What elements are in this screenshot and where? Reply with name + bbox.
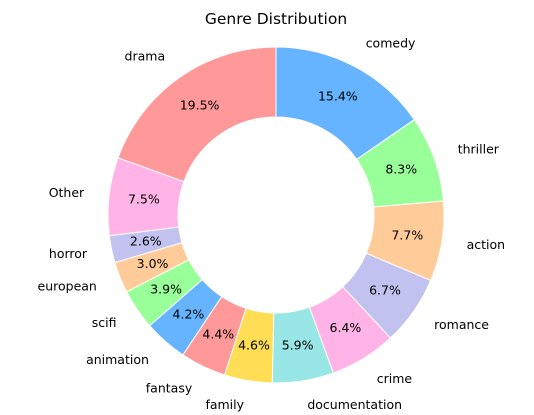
- slice-drama: [117, 46, 277, 183]
- percent-label-crime: 6.4%: [330, 320, 362, 335]
- percent-label-comedy: 15.4%: [318, 89, 358, 104]
- category-label-action: action: [467, 237, 505, 252]
- category-label-other: Other: [49, 185, 85, 200]
- percent-label-scifi: 3.9%: [150, 281, 182, 296]
- percent-label-animation: 4.2%: [173, 307, 205, 322]
- category-label-comedy: comedy: [366, 36, 416, 51]
- category-labels-group: drama Other horror european scifi animation fa…: [38, 36, 506, 412]
- percent-label-family: 4.6%: [238, 338, 270, 353]
- percent-label-action: 7.7%: [391, 227, 423, 242]
- category-label-drama: drama: [125, 49, 166, 64]
- slices-group: [107, 46, 445, 384]
- category-label-family: family: [205, 397, 244, 412]
- percent-label-documentation: 5.9%: [282, 338, 314, 353]
- percent-label-other: 7.5%: [128, 192, 160, 207]
- percent-label-fantasy: 4.4%: [202, 326, 234, 341]
- slice-comedy: [275, 46, 415, 161]
- percent-label-romance: 6.7%: [369, 283, 401, 298]
- category-label-crime: crime: [377, 371, 413, 386]
- category-label-horror: horror: [49, 246, 88, 261]
- percent-label-drama: 19.5%: [180, 98, 220, 113]
- category-label-fantasy: fantasy: [146, 380, 193, 395]
- category-label-thriller: thriller: [458, 141, 500, 156]
- percent-label-thriller: 8.3%: [385, 162, 417, 177]
- percent-label-horror: 2.6%: [130, 234, 162, 249]
- category-label-romance: romance: [434, 317, 489, 332]
- category-label-european: european: [38, 278, 97, 293]
- percent-labels-group: 19.5% 7.5% 2.6% 3.0% 3.9% 4.2% 4.4% 4.6% 5.9% 6.4…: [128, 89, 423, 353]
- category-label-animation: animation: [86, 352, 149, 367]
- category-label-documentation: documentation: [307, 397, 402, 412]
- category-label-scifi: scifi: [92, 315, 117, 330]
- percent-label-european: 3.0%: [137, 256, 169, 271]
- chart-title: Genre Distribution: [205, 10, 347, 28]
